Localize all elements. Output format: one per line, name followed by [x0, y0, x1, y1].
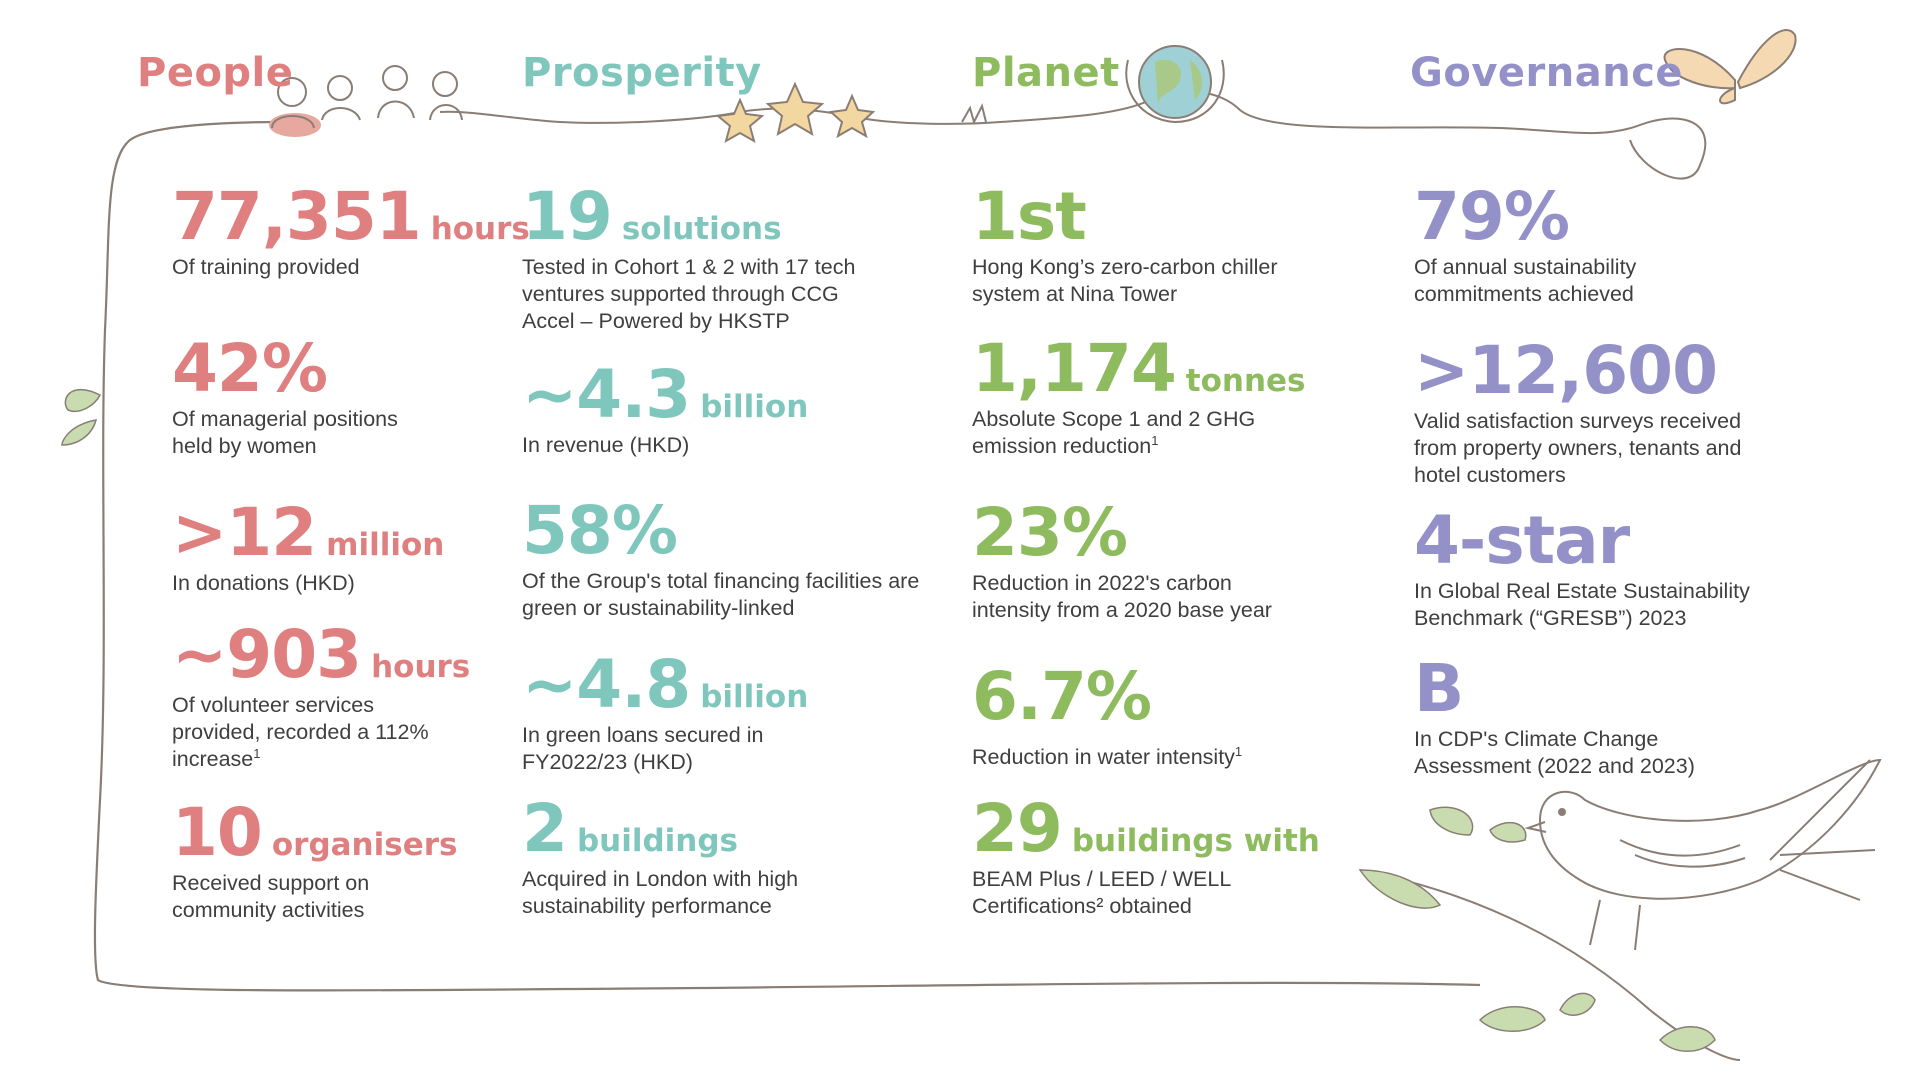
stat-card: 6.7% Reduction in water intensity1	[972, 664, 1372, 771]
stat-description: Of training provided	[172, 255, 360, 279]
stat-value: ~903	[172, 616, 362, 693]
stat-unit: billion	[700, 389, 809, 425]
stat-unit: hours	[430, 211, 530, 247]
footnote-marker: 1	[253, 745, 261, 761]
stat-card: 1,174 tonnes Absolute Scope 1 and 2 GHG e…	[972, 336, 1372, 460]
heading-prosperity: Prosperity	[522, 50, 762, 96]
stat-value: 29	[972, 790, 1063, 867]
stat-unit: buildings	[576, 823, 738, 859]
stat-value: 2	[522, 790, 568, 867]
stat-card: >12,600 Valid satisfaction surveys recei…	[1414, 338, 1814, 489]
stat-description: Reduction in water intensity	[972, 745, 1235, 769]
people-group-icon	[269, 65, 463, 137]
stat-description: Tested in Cohort 1 & 2 with 17 tech vent…	[522, 255, 856, 333]
stat-description: Acquired in London with high sustainabil…	[522, 867, 799, 918]
bird-on-branch-icon	[1359, 758, 1882, 1061]
stat-value: 42%	[172, 330, 328, 407]
stat-value: 1,174	[972, 330, 1177, 407]
stat-value: 58%	[522, 492, 678, 569]
stat-unit: million	[326, 527, 445, 563]
stat-description: BEAM Plus / LEED / WELL Certifications² …	[972, 867, 1231, 918]
stat-card: B In CDP's Climate Change Assessment (20…	[1414, 656, 1814, 780]
stat-value: 10	[172, 794, 263, 871]
stat-unit: hours	[371, 649, 471, 685]
grass-icon	[961, 103, 987, 125]
stat-card: >12 million In donations (HKD)	[172, 500, 572, 597]
stat-description: Of volunteer services provided, recorded…	[172, 693, 429, 771]
stat-value: 1st	[972, 178, 1087, 255]
stat-card: 79% Of annual sustainability commitments…	[1414, 184, 1814, 308]
stat-value: 23%	[972, 494, 1128, 571]
stat-card: ~4.8 billion In green loans secured in FY…	[522, 652, 922, 776]
stat-value: ~4.8	[522, 646, 691, 723]
stat-description: Valid satisfaction surveys received from…	[1414, 409, 1742, 487]
stars-icon	[715, 81, 876, 144]
stat-card: 42% Of managerial positions held by wome…	[172, 336, 572, 460]
stat-unit: buildings with	[1071, 823, 1320, 859]
stat-value: 6.7%	[972, 658, 1152, 735]
stat-value: 19	[522, 178, 613, 255]
stat-card: 58% Of the Group's total financing facil…	[522, 498, 922, 622]
stat-value: ~4.3	[522, 356, 691, 433]
heading-planet: Planet	[972, 50, 1120, 96]
top-line	[439, 90, 1707, 180]
stat-value: >12	[172, 494, 317, 571]
stat-description: Received support on community activities	[172, 871, 370, 922]
stat-value: 79%	[1414, 178, 1570, 255]
heading-governance: Governance	[1410, 50, 1684, 96]
stat-value: 77,351	[172, 178, 422, 255]
stat-description: Hong Kong’s zero-carbon chiller system a…	[972, 255, 1278, 306]
stat-description: In green loans secured in FY2022/23 (HKD…	[522, 723, 764, 774]
stat-card: 77,351 hours Of training provided	[172, 184, 572, 281]
stat-card: ~4.3 billion In revenue (HKD)	[522, 362, 922, 459]
stat-unit: billion	[700, 679, 809, 715]
stat-unit: tonnes	[1185, 363, 1306, 399]
stat-card: 19 solutions Tested in Cohort 1 & 2 with …	[522, 184, 922, 335]
stat-card: 1st Hong Kong’s zero-carbon chiller syst…	[972, 184, 1372, 308]
stat-card: 2 buildings Acquired in London with high …	[522, 796, 922, 920]
leaf-icon	[61, 388, 102, 446]
stat-value: >12,600	[1414, 332, 1718, 409]
stat-unit: solutions	[621, 211, 782, 247]
stat-description: In Global Real Estate Sustainability Ben…	[1414, 579, 1750, 630]
stat-description: In donations (HKD)	[172, 571, 355, 595]
stat-description: In CDP's Climate Change Assessment (2022…	[1414, 727, 1695, 778]
branch-leaves-icon	[1358, 806, 1716, 1052]
stat-value: B	[1414, 650, 1464, 727]
stat-card: 29 buildings with BEAM Plus / LEED / WELL…	[972, 796, 1372, 920]
stat-value: 4-star	[1414, 502, 1630, 579]
stat-description: Of annual sustainability commitments ach…	[1414, 255, 1637, 306]
stat-description: In revenue (HKD)	[522, 433, 690, 457]
globe-hands-icon	[1125, 45, 1225, 124]
stat-unit: organisers	[271, 827, 458, 863]
frame-line	[93, 120, 1481, 992]
footnote-marker: 1	[1151, 432, 1159, 448]
footnote-marker: 1	[1234, 743, 1243, 759]
stat-description: Absolute Scope 1 and 2 GHG emission redu…	[972, 407, 1256, 458]
stat-card: 10 organisers Received support on communi…	[172, 800, 572, 924]
stat-description: Of managerial positions held by women	[172, 407, 398, 458]
stat-card: ~903 hours Of volunteer services provided…	[172, 622, 572, 773]
stat-card: 23% Reduction in 2022's carbon intensity…	[972, 500, 1372, 624]
stat-description: Reduction in 2022's carbon intensity fro…	[972, 571, 1272, 622]
heading-people: People	[137, 50, 294, 96]
stat-description: Of the Group's total financing facilitie…	[522, 569, 920, 620]
stat-card: 4-star In Global Real Estate Sustainabil…	[1414, 508, 1814, 632]
butterfly-icon	[1663, 29, 1797, 105]
